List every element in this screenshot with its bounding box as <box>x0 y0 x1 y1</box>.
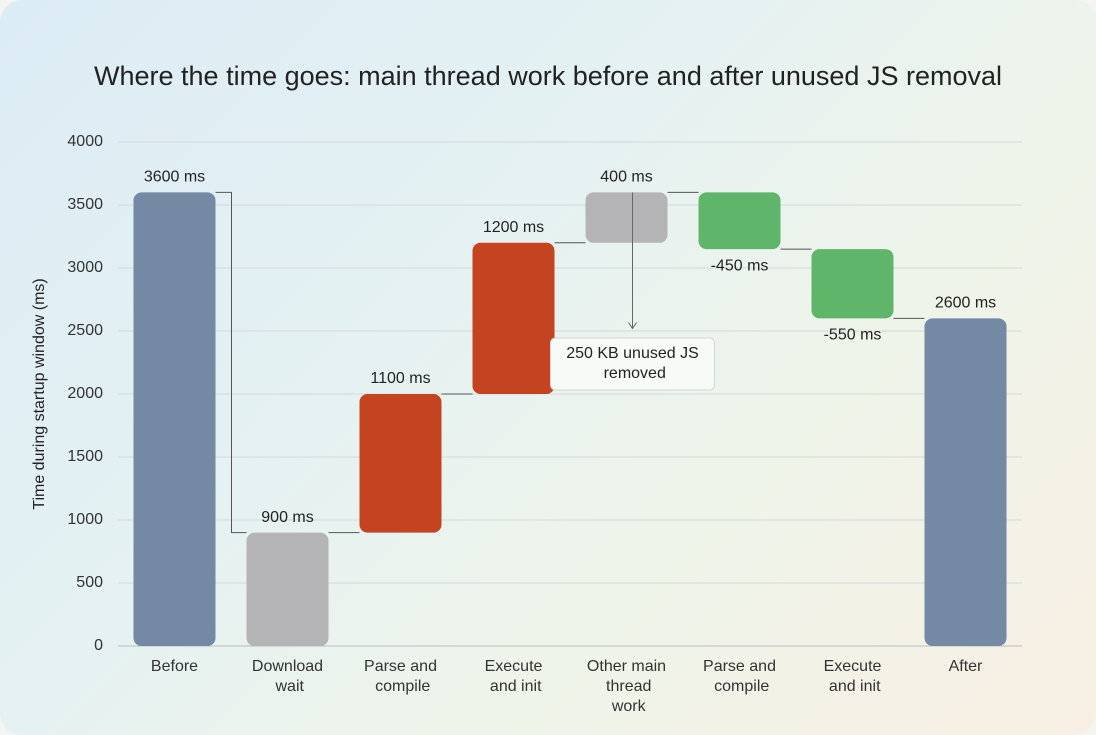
bar <box>246 532 329 646</box>
annotation-arrowhead <box>628 322 637 330</box>
value-label: 1100 ms <box>370 370 430 387</box>
y-tick-label: 1000 <box>67 511 103 528</box>
y-tick-label: 2000 <box>67 385 103 402</box>
connector <box>215 191 247 534</box>
bar <box>924 318 1007 646</box>
annotation: 250 KB unused JS removed <box>566 345 699 382</box>
y-tick-label: 3000 <box>67 259 103 276</box>
bar <box>698 192 781 250</box>
value-label: -450 ms <box>711 257 769 274</box>
y-tick-label: 1500 <box>67 448 103 465</box>
x-tick-label: Parse and compile <box>703 658 776 695</box>
value-label: 1200 ms <box>483 219 544 236</box>
y-axis-label: Time during startup window (ms) <box>31 278 48 509</box>
bar <box>133 192 216 646</box>
value-label: 2600 ms <box>935 295 996 312</box>
y-tick-label: 500 <box>76 574 103 591</box>
value-label: -550 ms <box>824 327 882 344</box>
bar <box>359 394 442 533</box>
y-tick-label: 0 <box>94 637 103 654</box>
x-tick-label: Before <box>151 658 198 675</box>
annotation-box <box>550 337 715 391</box>
y-tick-label: 3500 <box>67 196 103 213</box>
chart-title: Where the time goes: main thread work be… <box>94 61 1002 91</box>
x-tick-label: Other main thread work <box>587 658 666 715</box>
x-tick-label: After <box>949 658 983 675</box>
bar <box>811 249 894 319</box>
y-tick-label: 4000 <box>67 133 103 150</box>
x-tick-label: Parse and compile <box>364 658 437 695</box>
bar <box>585 192 668 243</box>
value-label: 400 ms <box>600 169 652 186</box>
x-tick-label: Execute and init <box>824 658 882 695</box>
bar <box>472 242 555 394</box>
y-tick-label: 2500 <box>67 322 103 339</box>
value-label: 3600 ms <box>144 169 205 186</box>
x-tick-label: Execute and init <box>485 658 543 695</box>
value-label: 900 ms <box>261 509 313 526</box>
x-tick-label: Download wait <box>252 658 323 695</box>
